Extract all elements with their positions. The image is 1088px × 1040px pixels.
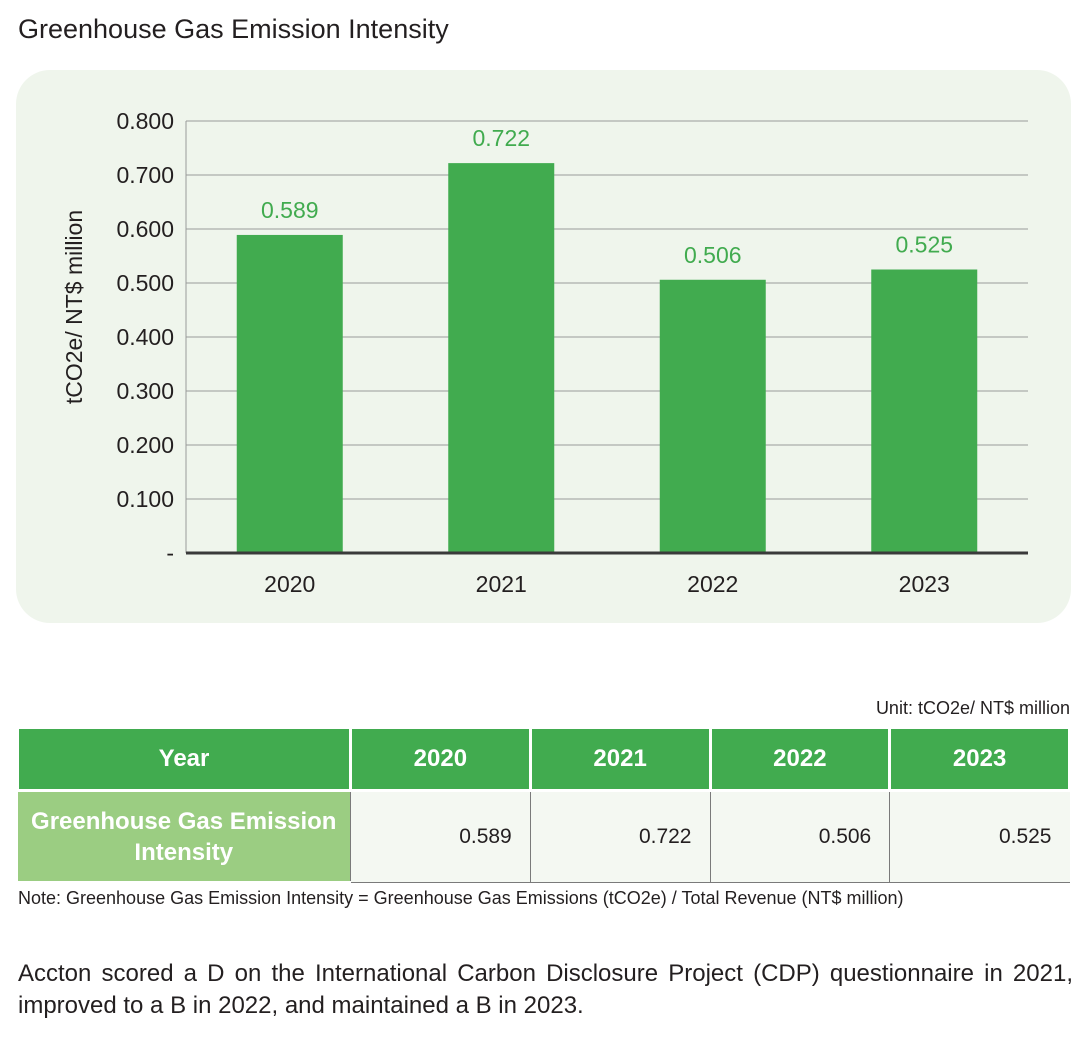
cell-2022: 0.506 bbox=[709, 790, 890, 883]
x-tick-label: 2020 bbox=[264, 571, 315, 597]
header-year-2022: 2022 bbox=[708, 726, 892, 792]
header-year: Year bbox=[16, 726, 352, 792]
cell-2023: 0.525 bbox=[889, 790, 1070, 883]
header-year-2023: 2023 bbox=[888, 726, 1071, 792]
y-axis-title: tCO2e/ NT$ million bbox=[61, 210, 87, 404]
header-year-2021: 2021 bbox=[528, 726, 712, 792]
header-year-2020: 2020 bbox=[349, 726, 532, 792]
y-tick-label: 0.200 bbox=[116, 432, 174, 458]
cell-2021: 0.722 bbox=[529, 790, 710, 883]
row-label: Greenhouse Gas Emission Intensity bbox=[17, 790, 351, 884]
bar bbox=[659, 279, 766, 553]
cell-2020: 0.589 bbox=[350, 790, 531, 883]
data-label: 0.506 bbox=[684, 242, 742, 268]
x-tick-label: 2021 bbox=[476, 571, 527, 597]
y-tick-label: 0.600 bbox=[116, 216, 174, 242]
table-header-row: Year 2020 2021 2022 2023 bbox=[16, 726, 1071, 792]
bar bbox=[871, 269, 978, 553]
y-tick-label: 0.500 bbox=[116, 270, 174, 296]
body-paragraph: Accton scored a D on the International C… bbox=[18, 960, 1073, 1019]
footnote: Note: Greenhouse Gas Emission Intensity … bbox=[18, 888, 904, 908]
data-table: Year 2020 2021 2022 2023 Greenhouse Gas … bbox=[16, 726, 1071, 884]
unit-label: Unit: tCO2e/ NT$ million bbox=[875, 698, 1070, 718]
chart-title: Greenhouse Gas Emission Intensity bbox=[18, 14, 449, 44]
y-tick-label: 0.100 bbox=[116, 486, 174, 512]
data-label: 0.525 bbox=[895, 232, 953, 258]
table-row: Greenhouse Gas Emission Intensity 0.589 … bbox=[17, 790, 1070, 884]
bar bbox=[236, 234, 343, 553]
x-tick-label: 2022 bbox=[687, 571, 738, 597]
y-tick-label: 0.300 bbox=[116, 378, 174, 404]
x-tick-label: 2023 bbox=[899, 571, 950, 597]
bar-chart: - 0.100 0.200 0.300 0.400 0.500 0.600 0.700 0.80… bbox=[61, 108, 1028, 597]
y-tick-label: 0.800 bbox=[116, 108, 174, 134]
data-label: 0.722 bbox=[472, 125, 530, 151]
y-tick-label: 0.400 bbox=[116, 324, 174, 350]
y-tick-label: 0.700 bbox=[116, 162, 174, 188]
bar bbox=[448, 163, 555, 553]
y-tick-label: - bbox=[166, 540, 174, 566]
data-label: 0.589 bbox=[261, 197, 319, 223]
